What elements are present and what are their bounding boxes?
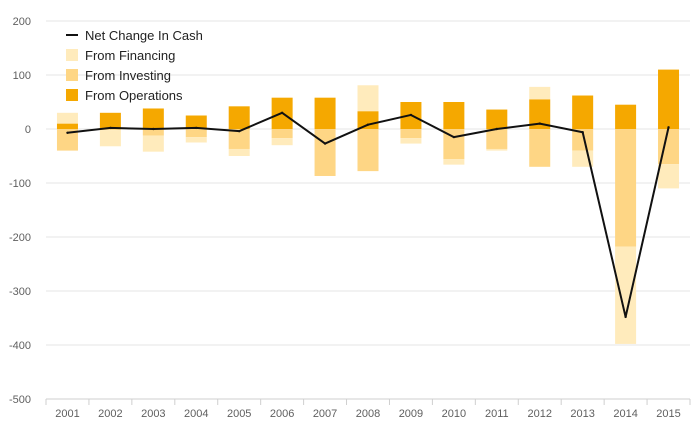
point-net-change-in-cash-2010: [452, 135, 456, 139]
x-tick-label-2006: 2006: [270, 408, 294, 420]
y-tick-label-400: -400: [9, 340, 31, 352]
y-axis-ticks: 200 100 0 -100 -200 -300 -400 -500: [9, 16, 31, 406]
x-tick-label-2015: 2015: [656, 408, 680, 420]
point-net-change-in-cash-2005: [238, 129, 241, 133]
point-net-change-in-cash-2002: [109, 126, 112, 130]
bar-from-investing-2012: [529, 129, 551, 167]
point-net-change-in-cash-2014: [624, 315, 627, 319]
x-tick-label-2001: 2001: [55, 408, 79, 420]
legend-label-from-financing: From Financing: [85, 48, 175, 63]
bar-from-investing-2006: [271, 129, 293, 139]
bar-from-financing-2015: [658, 164, 680, 189]
bar-from-financing-2010: [443, 159, 465, 165]
bar-from-operations-2001: [56, 123, 78, 129]
bar-from-operations-2002: [99, 112, 121, 129]
bar-from-financing-2001: [56, 112, 78, 124]
bar-from-investing-2015: [658, 129, 680, 165]
legend: Net Change In Cash From Financing From Inv…: [66, 28, 203, 103]
bar-from-investing-2004: [185, 129, 207, 138]
bar-from-operations-2013: [572, 95, 594, 129]
y-tick-label-100: 100: [13, 70, 31, 82]
y-tick-label-100: -100: [9, 178, 31, 190]
y-tick-label-200: -200: [9, 232, 31, 244]
bar-from-financing-2011: [486, 148, 508, 151]
bar-from-financing-2012: [529, 86, 551, 100]
bar-from-financing-2003: [142, 135, 164, 152]
bar-from-investing-2009: [400, 129, 422, 139]
bar-from-financing-2006: [271, 138, 293, 146]
bar-from-operations-2014: [615, 104, 637, 129]
point-net-change-in-cash-2015: [667, 126, 670, 129]
bar-from-investing-2013: [572, 129, 594, 151]
point-net-change-in-cash-2001: [66, 131, 69, 134]
bar-from-investing-2011: [486, 129, 508, 149]
x-tick-label-2007: 2007: [313, 408, 337, 420]
bar-from-financing-2004: [185, 137, 207, 143]
bar-from-investing-2001: [56, 129, 78, 151]
y-tick-label-200: 200: [13, 16, 31, 28]
x-tick-label-2009: 2009: [399, 408, 423, 420]
x-axis: 2001 2002 2003 2004 2005 2006 2007 2008 2009 2010…: [45, 398, 691, 420]
y-tick-label-300: -300: [9, 286, 31, 298]
bar-from-operations-2005: [228, 106, 250, 129]
bar-from-operations-2015: [658, 69, 680, 129]
x-tick-label-2013: 2013: [570, 408, 594, 420]
x-tick-label-2002: 2002: [98, 408, 122, 420]
x-tick-label-2005: 2005: [227, 408, 251, 420]
x-tick-label-2012: 2012: [527, 408, 551, 420]
bar-from-investing-2007: [314, 129, 336, 176]
bar-from-financing-2014: [615, 246, 637, 344]
bar-from-investing-2005: [228, 129, 250, 149]
point-net-change-in-cash-2013: [581, 131, 584, 134]
y-tick-label-0: 0: [25, 124, 31, 136]
legend-swatch-from-operations: [66, 89, 78, 101]
legend-label-from-operations: From Operations: [85, 88, 183, 103]
bar-from-financing-2009: [400, 138, 422, 144]
x-tick-label-2014: 2014: [613, 408, 637, 420]
point-net-change-in-cash-2003: [152, 127, 155, 131]
bar-from-operations-2003: [142, 108, 164, 129]
x-tick-label-2008: 2008: [356, 408, 380, 420]
bar-from-investing-2002: [99, 129, 121, 131]
point-net-change-in-cash-2011: [495, 127, 498, 131]
y-tick-label-500: -500: [9, 394, 31, 406]
net-change-line-layer: [66, 111, 670, 319]
point-net-change-in-cash-2008: [366, 123, 370, 126]
bar-from-investing-2014: [615, 129, 637, 247]
bar-from-operations-2011: [486, 109, 508, 129]
bar-from-operations-2008: [357, 111, 379, 129]
legend-swatch-from-investing: [66, 69, 78, 81]
bar-from-financing-2008: [357, 85, 379, 112]
bar-from-operations-2012: [529, 99, 551, 129]
bar-from-financing-2005: [228, 148, 250, 156]
point-net-change-in-cash-2012: [538, 122, 541, 125]
bar-from-investing-2003: [142, 129, 164, 136]
bar-from-operations-2010: [443, 102, 465, 129]
bars: [56, 69, 680, 344]
x-tick-label-2003: 2003: [141, 408, 165, 420]
x-tick-label-2010: 2010: [442, 408, 466, 420]
legend-swatch-from-financing: [66, 49, 78, 61]
bar-from-operations-2004: [185, 115, 207, 129]
point-net-change-in-cash-2004: [195, 126, 198, 130]
legend-label-from-investing: From Investing: [85, 68, 171, 83]
point-net-change-in-cash-2006: [280, 111, 284, 115]
point-net-change-in-cash-2009: [409, 113, 413, 117]
x-tick-label-2004: 2004: [184, 408, 208, 420]
bar-from-financing-2002: [99, 130, 121, 147]
bar-from-operations-2007: [314, 97, 336, 129]
legend-label-net-change-in-cash: Net Change In Cash: [85, 28, 203, 43]
x-tick-label-2011: 2011: [485, 408, 509, 420]
bar-from-investing-2008: [357, 129, 379, 172]
point-net-change-in-cash-2007: [323, 142, 327, 145]
